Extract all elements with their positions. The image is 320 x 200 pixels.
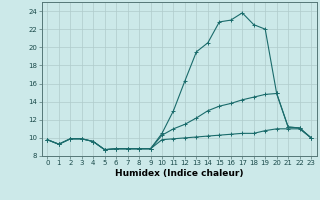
X-axis label: Humidex (Indice chaleur): Humidex (Indice chaleur)	[115, 169, 244, 178]
